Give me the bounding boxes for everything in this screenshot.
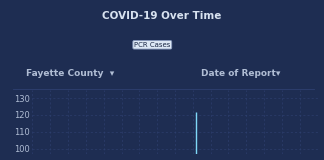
Text: Date of Report▾: Date of Report▾	[201, 69, 280, 78]
Text: COVID-19 Over Time: COVID-19 Over Time	[102, 11, 222, 21]
Text: Fayette County  ▾: Fayette County ▾	[26, 69, 114, 78]
Text: PCR Cases: PCR Cases	[134, 42, 170, 48]
